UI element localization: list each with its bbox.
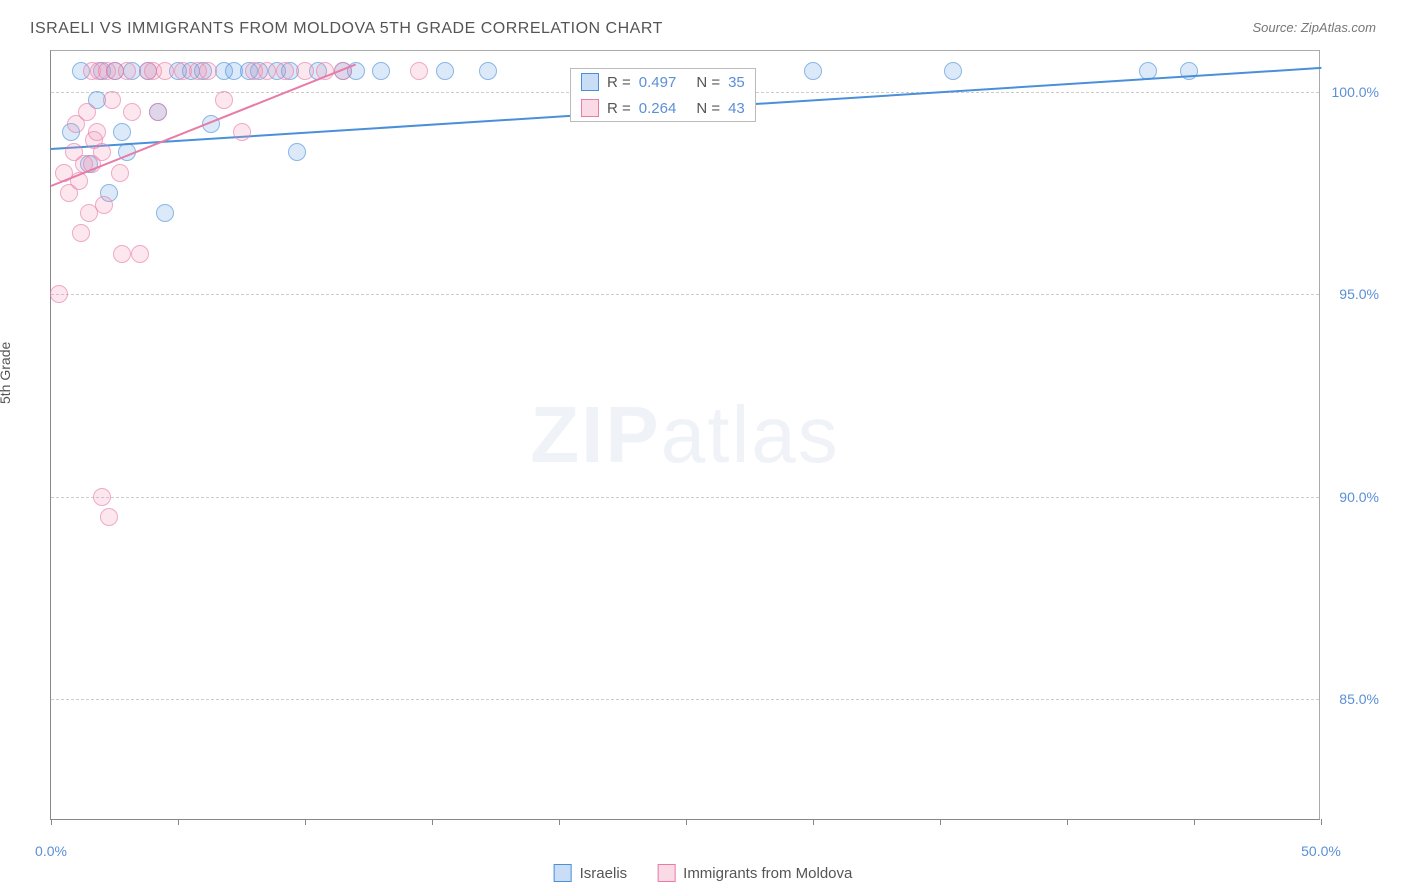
data-point: [156, 62, 174, 80]
chart-title: ISRAELI VS IMMIGRANTS FROM MOLDOVA 5TH G…: [30, 20, 663, 38]
stat-r-label: R =: [607, 100, 631, 117]
x-tick: [51, 819, 52, 825]
data-point: [103, 91, 121, 109]
x-tick: [432, 819, 433, 825]
data-point: [149, 103, 167, 121]
x-tick: [813, 819, 814, 825]
watermark-bold: ZIP: [530, 390, 660, 479]
x-tick: [178, 819, 179, 825]
data-point: [113, 123, 131, 141]
data-point: [199, 62, 217, 80]
x-tick-label: 50.0%: [1301, 843, 1341, 859]
data-point: [410, 62, 428, 80]
x-tick: [1321, 819, 1322, 825]
legend-swatch-icon: [581, 99, 599, 117]
y-tick-label: 100.0%: [1332, 84, 1379, 100]
series-label: Immigrants from Moldova: [683, 865, 852, 882]
y-tick-label: 90.0%: [1339, 489, 1379, 505]
stat-r-label: R =: [607, 74, 631, 91]
x-tick: [305, 819, 306, 825]
data-point: [50, 285, 68, 303]
x-tick-label: 0.0%: [35, 843, 67, 859]
x-tick: [686, 819, 687, 825]
data-point: [804, 62, 822, 80]
data-point: [215, 91, 233, 109]
data-point: [95, 196, 113, 214]
source-attribution: Source: ZipAtlas.com: [1252, 20, 1376, 35]
legend-row: R = 0.497 N = 35: [571, 69, 755, 95]
data-point: [72, 224, 90, 242]
data-point: [372, 62, 390, 80]
data-point: [113, 245, 131, 263]
x-tick: [559, 819, 560, 825]
plot-area: ZIPatlas 85.0%90.0%95.0%100.0%0.0%50.0%: [50, 50, 1320, 820]
legend-swatch-icon: [657, 864, 675, 882]
data-point: [131, 245, 149, 263]
data-point: [100, 508, 118, 526]
series-label: Israelis: [580, 865, 628, 882]
data-point: [111, 164, 129, 182]
gridline: [51, 699, 1319, 700]
data-point: [296, 62, 314, 80]
y-tick-label: 95.0%: [1339, 286, 1379, 302]
stat-n-value: 35: [728, 74, 745, 91]
stats-legend: R = 0.497 N = 35 R = 0.264 N = 43: [570, 68, 756, 122]
data-point: [479, 62, 497, 80]
gridline: [51, 294, 1319, 295]
data-point: [288, 143, 306, 161]
data-point: [436, 62, 454, 80]
data-point: [276, 62, 294, 80]
watermark-light: atlas: [661, 390, 840, 479]
series-legend-item: Israelis: [554, 864, 628, 882]
data-point: [156, 204, 174, 222]
series-legend-item: Immigrants from Moldova: [657, 864, 852, 882]
x-tick: [1067, 819, 1068, 825]
legend-swatch-icon: [554, 864, 572, 882]
y-axis-label: 5th Grade: [0, 342, 13, 404]
data-point: [118, 62, 136, 80]
data-point: [93, 488, 111, 506]
data-point: [233, 123, 251, 141]
y-tick-label: 85.0%: [1339, 691, 1379, 707]
stat-r-value: 0.497: [639, 74, 677, 91]
series-legend: Israelis Immigrants from Moldova: [554, 864, 853, 882]
data-point: [78, 103, 96, 121]
stat-n-value: 43: [728, 100, 745, 117]
gridline: [51, 497, 1319, 498]
watermark: ZIPatlas: [530, 389, 839, 481]
data-point: [123, 103, 141, 121]
x-tick: [940, 819, 941, 825]
data-point: [944, 62, 962, 80]
source-name: ZipAtlas.com: [1301, 20, 1376, 35]
data-point: [88, 123, 106, 141]
stat-n-label: N =: [696, 74, 720, 91]
source-prefix: Source:: [1252, 20, 1300, 35]
legend-swatch-icon: [581, 73, 599, 91]
stat-r-value: 0.264: [639, 100, 677, 117]
stat-n-label: N =: [696, 100, 720, 117]
legend-row: R = 0.264 N = 43: [571, 95, 755, 121]
x-tick: [1194, 819, 1195, 825]
data-point: [258, 62, 276, 80]
